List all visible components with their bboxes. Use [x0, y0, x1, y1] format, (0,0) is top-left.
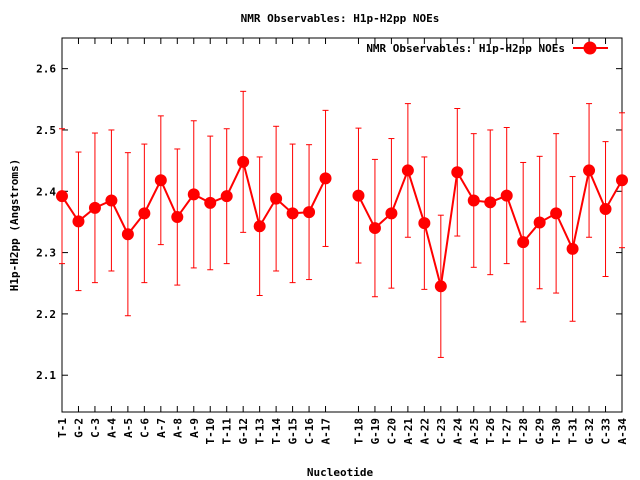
y-axis-label: H1p-H2pp (Angstroms) — [8, 159, 21, 291]
data-point — [204, 196, 217, 209]
y-tick-label: 2.4 — [36, 185, 56, 198]
x-tick-label: C-16 — [303, 418, 316, 445]
x-tick-label: T-30 — [550, 418, 563, 445]
data-point — [484, 196, 497, 209]
x-tick-label: A-9 — [188, 418, 201, 438]
x-tick-label: C-33 — [600, 418, 613, 445]
x-tick-label: A-8 — [171, 418, 184, 438]
x-tick-label: A-24 — [451, 418, 464, 445]
x-tick-label: T-27 — [501, 418, 514, 445]
x-tick-label: G-19 — [369, 418, 382, 445]
y-tick-label: 2.5 — [36, 124, 56, 137]
data-point — [237, 155, 250, 168]
data-point — [105, 194, 118, 207]
x-tick-label: A-21 — [402, 418, 415, 445]
data-point — [220, 190, 233, 203]
data-point — [303, 206, 316, 219]
data-point — [154, 174, 167, 187]
x-tick-label: G-29 — [534, 418, 547, 445]
x-tick-label: T-18 — [352, 418, 365, 445]
y-tick-label: 2.3 — [36, 247, 56, 260]
y-tick-label: 2.6 — [36, 63, 56, 76]
x-axis: T-1 G-2 C-3 A-4 A-5 C-6 A-7 A-8 A-9 T-10 T-11 G-12 T… — [56, 38, 629, 445]
data-point — [121, 228, 134, 241]
data-point — [599, 203, 612, 216]
data-point — [467, 194, 480, 207]
data-point — [352, 189, 365, 202]
data-points — [56, 155, 628, 293]
chart-title: NMR Observables: H1p-H2pp NOEs — [241, 12, 440, 25]
data-point — [451, 166, 464, 179]
x-axis-label: Nucleotide — [307, 466, 374, 479]
x-tick-label: T-14 — [270, 418, 283, 445]
data-point — [319, 172, 332, 185]
x-tick-label: T-11 — [221, 418, 234, 445]
x-tick-label: A-4 — [105, 418, 118, 438]
data-point — [368, 222, 381, 235]
data-point — [253, 220, 266, 233]
data-point — [500, 189, 513, 202]
data-point — [418, 217, 431, 230]
data-point — [171, 211, 184, 224]
x-tick-label: T-31 — [567, 418, 580, 445]
x-tick-label: C-3 — [89, 418, 102, 438]
y-tick-label: 2.2 — [36, 308, 56, 321]
x-tick-label: T-1 — [56, 418, 69, 438]
x-tick-label: G-32 — [583, 418, 596, 445]
x-tick-label: T-28 — [517, 418, 530, 445]
x-tick-label: C-20 — [385, 418, 398, 445]
x-tick-label: A-25 — [468, 418, 481, 445]
legend-marker-swatch — [583, 41, 597, 55]
data-point — [72, 215, 85, 228]
data-point — [270, 192, 283, 205]
data-point — [566, 242, 579, 255]
x-tick-label: G-2 — [72, 418, 85, 438]
data-point — [533, 216, 546, 229]
data-point — [88, 201, 101, 214]
data-point — [550, 207, 563, 220]
x-tick-label: T-26 — [484, 418, 497, 445]
x-tick-label: A-7 — [155, 418, 168, 438]
data-point — [517, 236, 530, 249]
data-point — [138, 207, 151, 220]
data-point — [583, 164, 596, 177]
data-point — [434, 280, 447, 293]
data-point — [56, 190, 68, 203]
x-tick-label: A-17 — [320, 418, 333, 445]
x-tick-label: T-13 — [254, 418, 267, 445]
x-tick-label: C-6 — [138, 418, 151, 438]
data-point — [401, 164, 414, 177]
x-tick-label: G-15 — [287, 418, 300, 445]
data-point — [385, 207, 398, 220]
y-tick-label: 2.1 — [36, 369, 56, 382]
data-point — [187, 188, 200, 201]
data-point — [286, 207, 299, 220]
x-tick-label: A-5 — [122, 418, 135, 438]
data-point — [616, 174, 628, 187]
x-tick-label: A-34 — [616, 418, 629, 445]
legend: NMR Observables: H1p-H2pp NOEs — [366, 41, 608, 55]
x-tick-label: A-22 — [418, 418, 431, 445]
x-tick-label: C-23 — [435, 418, 448, 445]
x-tick-label: T-10 — [204, 418, 217, 445]
x-tick-label: G-12 — [237, 418, 250, 445]
legend-label: NMR Observables: H1p-H2pp NOEs — [366, 42, 565, 55]
